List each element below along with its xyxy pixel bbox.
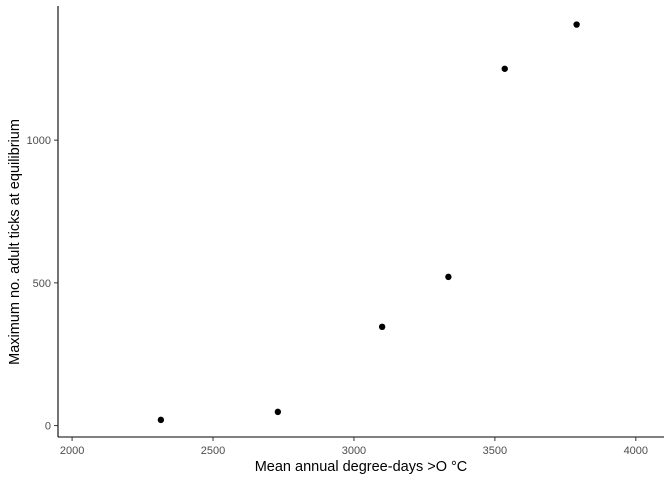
- data-points: [157, 21, 580, 424]
- y-axis-ticks: 0 500 1000: [27, 135, 58, 433]
- data-point: [274, 408, 282, 416]
- data-point: [501, 65, 508, 72]
- y-tick-label: 1000: [27, 135, 51, 147]
- data-point: [378, 323, 386, 331]
- y-tick-label: 0: [45, 421, 51, 433]
- data-point: [573, 21, 580, 28]
- x-axis-title: Mean annual degree-days >O °C: [255, 459, 468, 475]
- x-tick-label: 3000: [342, 445, 366, 457]
- x-tick-label: 3500: [483, 445, 507, 457]
- y-axis-title: Maximum no. adult ticks at equilibrium: [7, 119, 23, 365]
- y-tick-label: 500: [33, 278, 51, 290]
- x-tick-label: 2500: [201, 445, 225, 457]
- x-axis-ticks: 2000 2500 3000 3500 4000: [60, 437, 648, 457]
- x-tick-label: 2000: [60, 445, 84, 457]
- data-point: [445, 273, 452, 281]
- data-point: [157, 416, 165, 424]
- x-tick-label: 4000: [624, 445, 648, 457]
